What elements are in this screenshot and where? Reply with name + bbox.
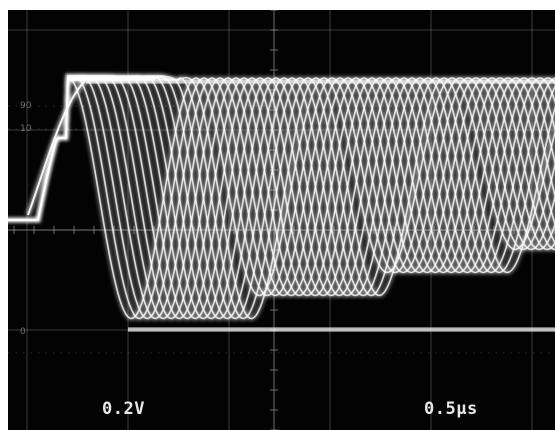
oscilloscope-display [8,10,555,430]
eye-trace [8,76,555,320]
time-per-div-readout: 0.5μs [424,399,478,419]
rising-edge [27,77,89,216]
eye-trace [8,77,555,320]
scale-mark-90: 90 [20,101,32,111]
eye-trace [8,75,555,320]
eye-trace [8,75,555,320]
eye-trace [8,75,555,320]
scale-mark-0: 0 [20,327,26,337]
volts-per-div-readout: 0.2V [102,399,145,419]
eye-diagram-trace-cores [8,75,555,332]
scale-mark-10: 10 [20,124,32,134]
oscilloscope-screen: 90 10 0 0.2V 0.5μs [8,10,555,430]
